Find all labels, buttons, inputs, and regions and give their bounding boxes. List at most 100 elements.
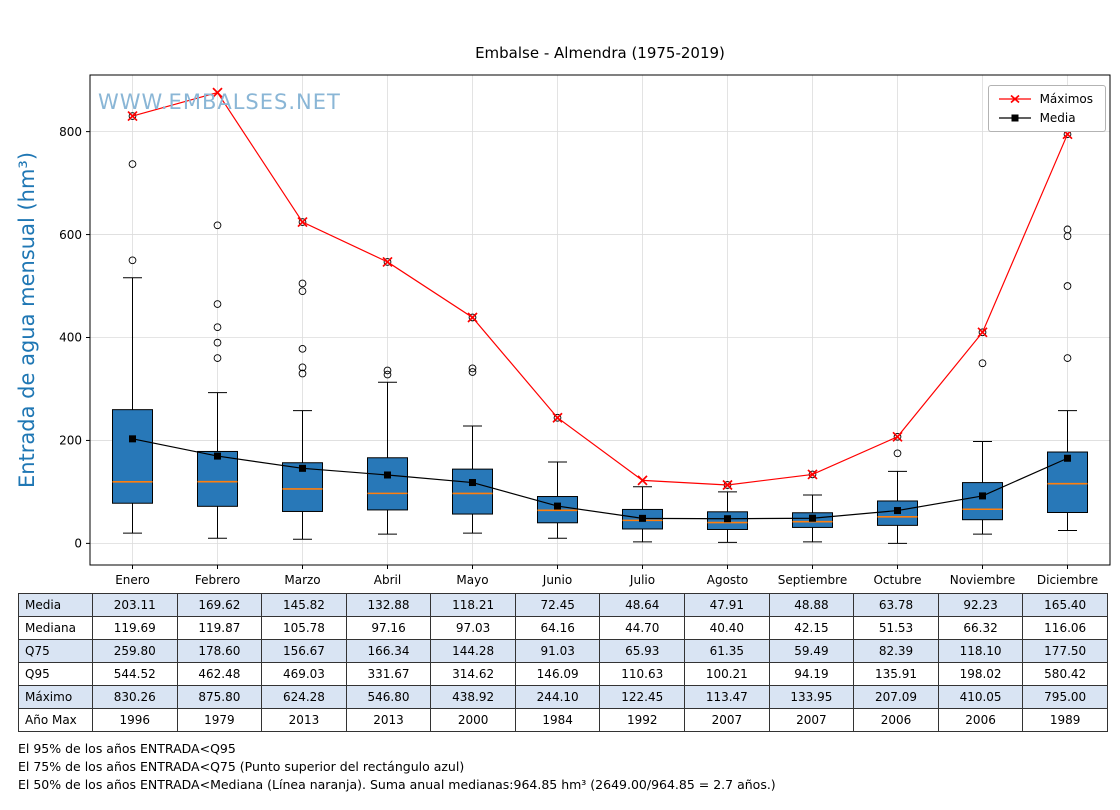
- table-cell: 259.80: [92, 639, 178, 663]
- table-cell: 133.95: [768, 685, 855, 709]
- table-cell: 2006: [937, 708, 1024, 732]
- table-cell: 145.82: [261, 593, 347, 617]
- svg-text:0: 0: [74, 537, 82, 551]
- table-row: Media 203.11 169.62 145.82 132.88 118.21 72.45…: [18, 593, 1108, 617]
- boxplot-chart: 0 200 400 600 800 Enero Febrero Marzo Abril Mayo J…: [59, 74, 1111, 587]
- table-cell: 47.91: [684, 593, 770, 617]
- table-cell: 105.78: [261, 616, 347, 640]
- svg-text:Septiembre: Septiembre: [778, 573, 847, 587]
- legend-label-media: Media: [1039, 111, 1076, 125]
- table-cell: 92.23: [937, 593, 1024, 617]
- svg-text:Diciembre: Diciembre: [1037, 573, 1098, 587]
- legend: Máximos Media: [987, 85, 1106, 132]
- svg-text:400: 400: [59, 331, 82, 345]
- svg-text:800: 800: [59, 125, 82, 139]
- table-cell: 110.63: [599, 662, 686, 686]
- table-cell: 244.10: [514, 685, 601, 709]
- table-cell: 2006: [853, 708, 939, 732]
- table-cell: 1979: [176, 708, 263, 732]
- svg-text:Noviembre: Noviembre: [950, 573, 1016, 587]
- table-cell: 48.88: [768, 593, 855, 617]
- svg-text:Enero: Enero: [115, 573, 150, 587]
- table-cell: 2007: [684, 708, 770, 732]
- table-cell: 116.06: [1022, 616, 1108, 640]
- stats-table: Media 203.11 169.62 145.82 132.88 118.21 72.45…: [18, 593, 1108, 732]
- table-cell: 2007: [768, 708, 855, 732]
- table-cell: 118.21: [430, 593, 516, 617]
- table-row: Q75 259.80 178.60 156.67 166.34 144.28 91.03 65…: [18, 639, 1108, 663]
- legend-item-media: Media: [998, 111, 1093, 125]
- row-label: Año Max: [18, 708, 93, 732]
- table-cell: 166.34: [345, 639, 432, 663]
- table-cell: 40.40: [684, 616, 770, 640]
- table-cell: 146.09: [514, 662, 601, 686]
- table-cell: 624.28: [261, 685, 347, 709]
- footnotes: El 95% de los años ENTRADA<Q95 El 75% de…: [18, 740, 1120, 794]
- table-cell: 94.19: [768, 662, 855, 686]
- row-label: Q75: [18, 639, 93, 663]
- row-label: Q95: [18, 662, 93, 686]
- footnote-q95: El 95% de los años ENTRADA<Q95: [18, 741, 236, 756]
- svg-text:Mayo: Mayo: [456, 573, 488, 587]
- table-cell: 207.09: [853, 685, 939, 709]
- table-cell: 1989: [1022, 708, 1108, 732]
- svg-text:Junio: Junio: [542, 573, 572, 587]
- table-cell: 113.47: [684, 685, 770, 709]
- table-row: Q95 544.52 462.48 469.03 331.67 314.62 146.09 1…: [18, 662, 1108, 686]
- table-cell: 122.45: [599, 685, 686, 709]
- table-row: Año Max 1996 1979 2013 2013 2000 1984 1992 2007 2…: [18, 708, 1108, 732]
- table-cell: 410.05: [937, 685, 1024, 709]
- maximos-marker-icon: [998, 94, 1031, 104]
- footnote-mediana: El 50% de los años ENTRADA<Mediana (Líne…: [18, 777, 776, 793]
- table-cell: 48.64: [599, 593, 686, 617]
- table-cell: 169.62: [176, 593, 263, 617]
- table-row: Máximo 830.26 875.80 624.28 546.80 438.92 244.…: [18, 685, 1108, 709]
- table-cell: 59.49: [768, 639, 855, 663]
- table-cell: 156.67: [261, 639, 347, 663]
- svg-text:Abril: Abril: [374, 573, 401, 587]
- table-cell: 438.92: [430, 685, 516, 709]
- table-cell: 580.42: [1022, 662, 1108, 686]
- svg-text:Octubre: Octubre: [873, 573, 921, 587]
- table-cell: 42.15: [768, 616, 855, 640]
- stats-table-body: Media 203.11 169.62 145.82 132.88 118.21 72.45…: [18, 593, 1108, 732]
- legend-label-maximos: Máximos: [1039, 92, 1093, 106]
- table-cell: 82.39: [853, 639, 939, 663]
- table-cell: 132.88: [345, 593, 432, 617]
- svg-text:Febrero: Febrero: [195, 573, 240, 587]
- table-cell: 135.91: [853, 662, 939, 686]
- table-cell: 2013: [261, 708, 347, 732]
- row-label: Mediana: [18, 616, 93, 640]
- table-cell: 795.00: [1022, 685, 1108, 709]
- table-row: Mediana 119.69 119.87 105.78 97.16 97.03 64.16…: [18, 616, 1108, 640]
- table-cell: 63.78: [853, 593, 939, 617]
- table-cell: 61.35: [684, 639, 770, 663]
- table-cell: 119.69: [92, 616, 178, 640]
- svg-text:600: 600: [59, 228, 82, 242]
- table-cell: 1996: [92, 708, 178, 732]
- table-cell: 331.67: [345, 662, 432, 686]
- table-cell: 875.80: [176, 685, 263, 709]
- table-cell: 314.62: [430, 662, 516, 686]
- table-cell: 66.32: [937, 616, 1024, 640]
- table-cell: 546.80: [345, 685, 432, 709]
- table-cell: 118.10: [937, 639, 1024, 663]
- chart-title: Embalse - Almendra (1975-2019): [475, 44, 725, 62]
- table-cell: 51.53: [853, 616, 939, 640]
- table-cell: 91.03: [514, 639, 601, 663]
- table-cell: 2013: [345, 708, 432, 732]
- table-cell: 462.48: [176, 662, 263, 686]
- table-cell: 44.70: [599, 616, 686, 640]
- table-cell: 64.16: [514, 616, 601, 640]
- svg-text:Julio: Julio: [629, 573, 655, 587]
- table-cell: 469.03: [261, 662, 347, 686]
- table-cell: 2000: [430, 708, 516, 732]
- svg-text:Agosto: Agosto: [707, 573, 748, 587]
- table-cell: 72.45: [514, 593, 601, 617]
- table-cell: 97.03: [430, 616, 516, 640]
- table-cell: 1984: [514, 708, 601, 732]
- table-cell: 1992: [599, 708, 686, 732]
- footnote-q75: El 75% de los años ENTRADA<Q75 (Punto su…: [18, 759, 465, 775]
- table-cell: 198.02: [937, 662, 1024, 686]
